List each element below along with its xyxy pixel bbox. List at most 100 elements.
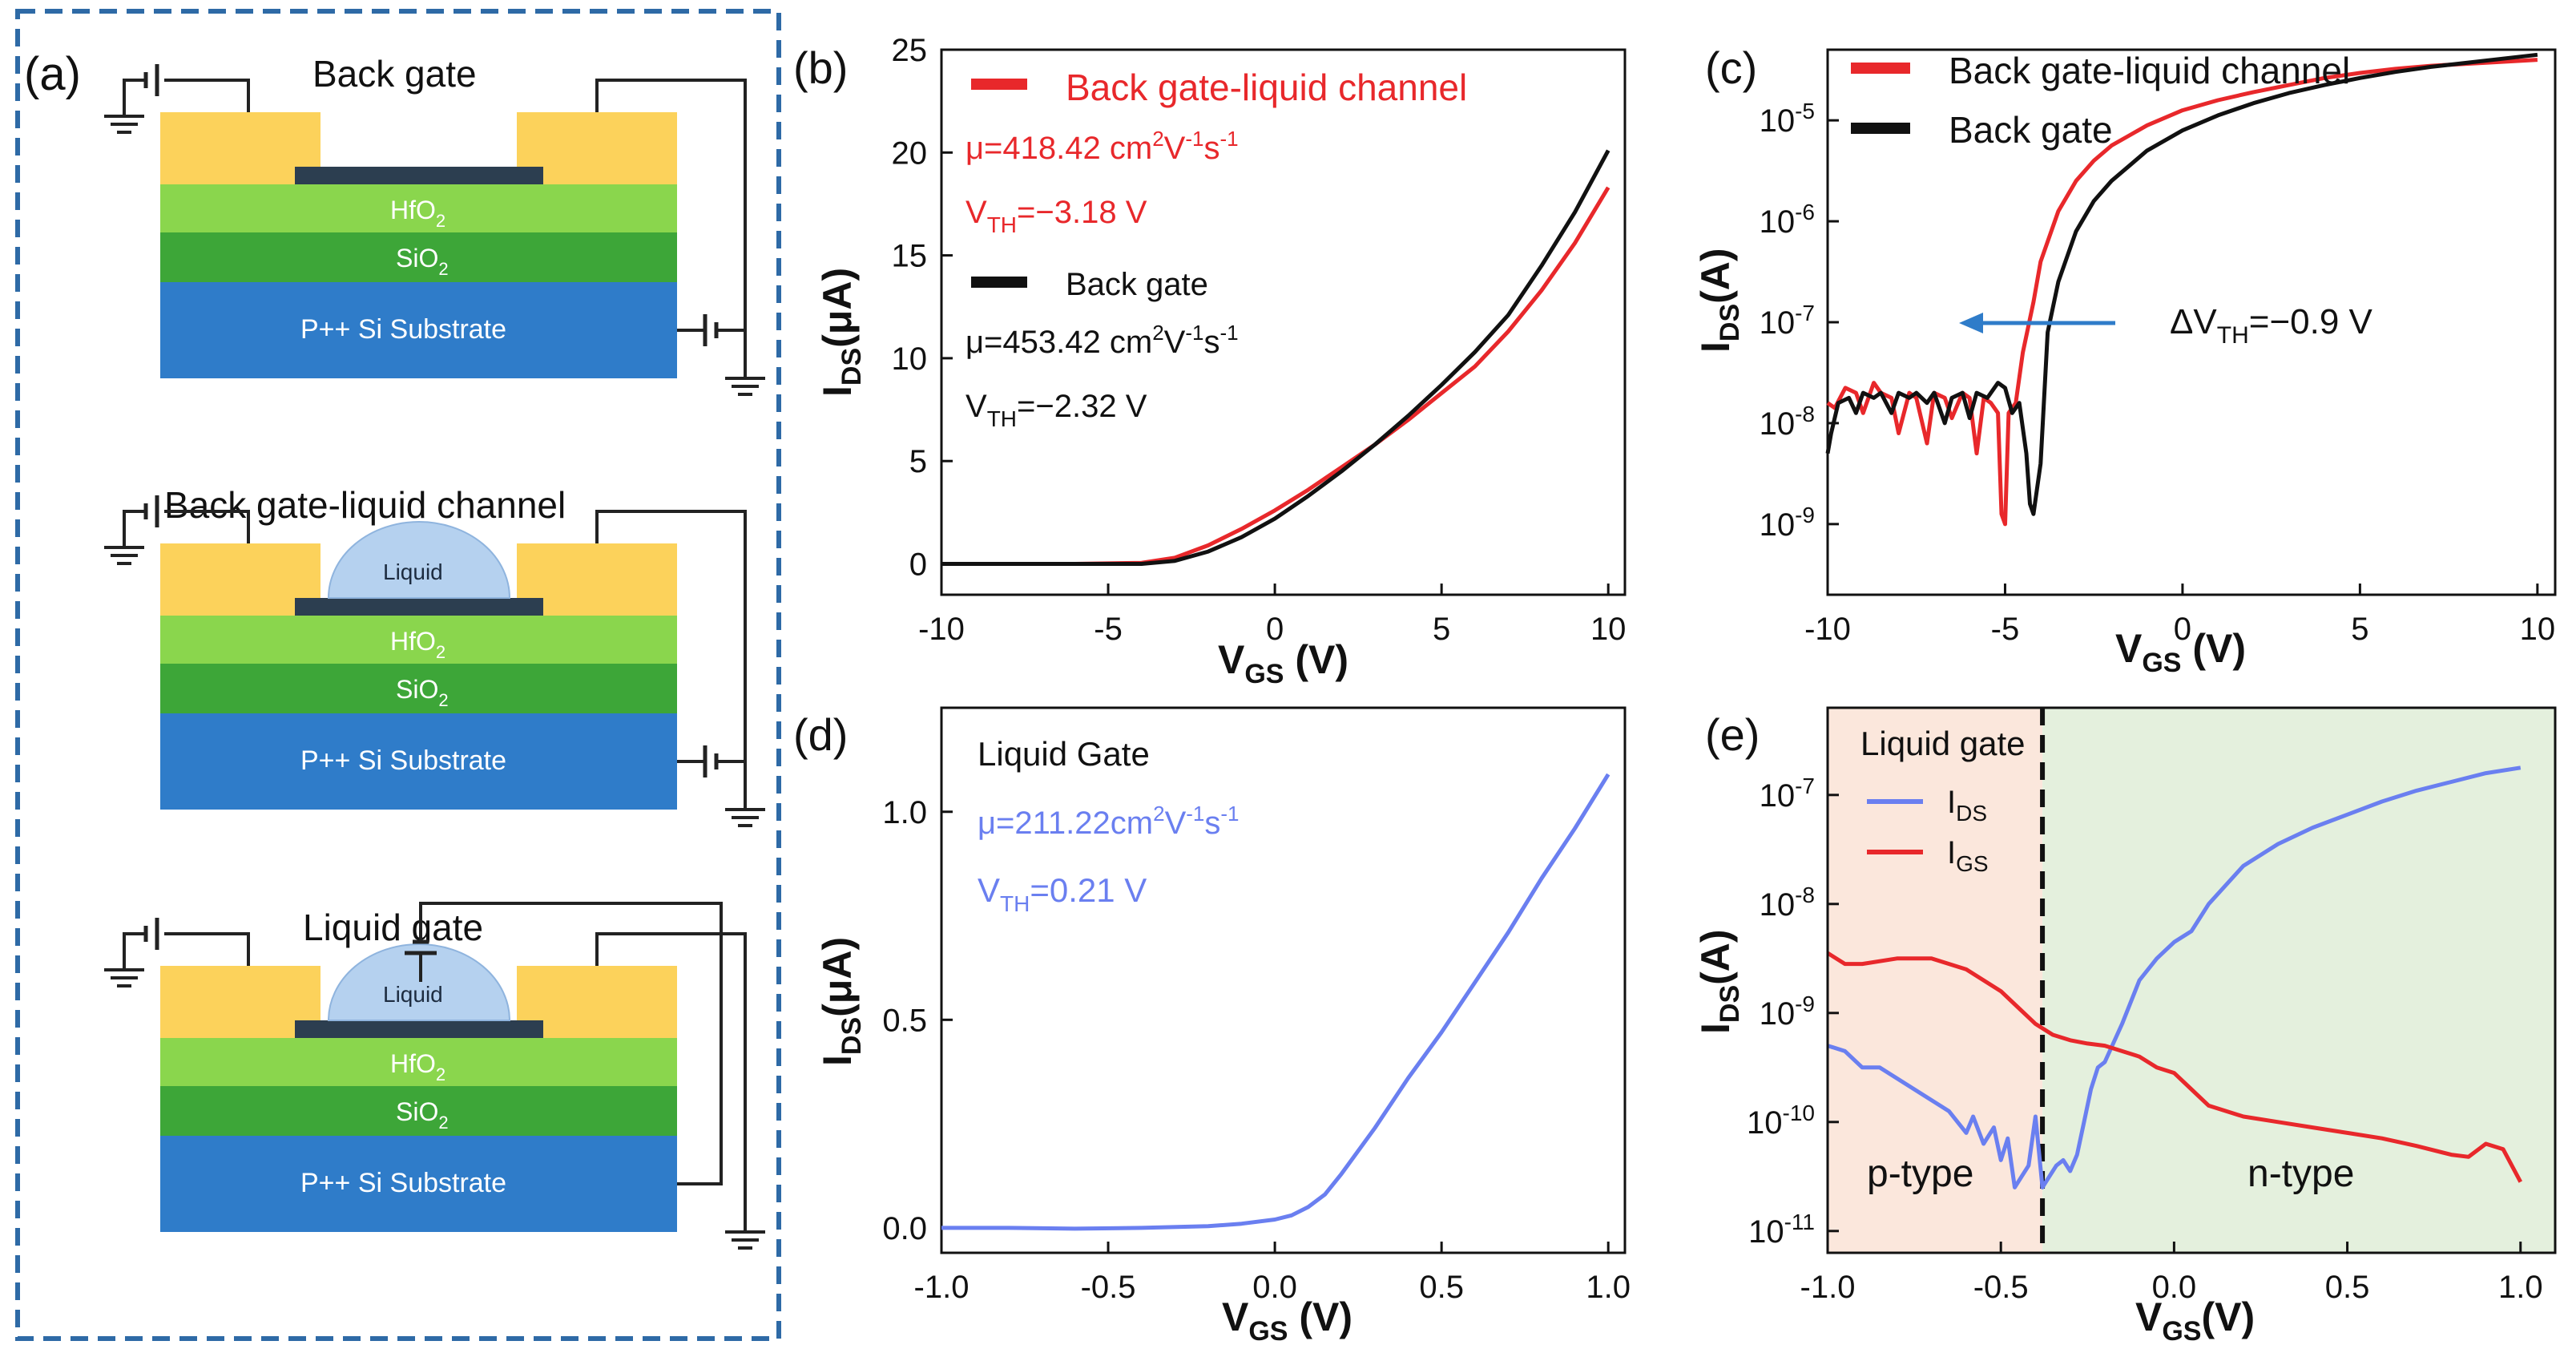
substrate-layer [160,282,677,378]
device-title: Back gate-liquid channel [164,484,566,526]
chart-d: -1.0 -0.5 0.0 0.5 1.0 0.0 0.5 1.0 Liquid Gate μ… [815,706,1631,1347]
liquid-droplet [327,943,511,1021]
chart-c: -10 -5 0 5 10 10-5 10-6 10-7 10-8 10-9 Back gate-… [1693,48,2557,678]
x-tick-label: -10 [1804,612,1851,647]
y-tick-label: 10-11 [1748,1210,1815,1250]
chart-e-legend-title: Liquid gate [1860,725,2026,762]
x-tick-label: -0.5 [1973,1270,2029,1305]
chart-d-title: Liquid Gate [978,735,1150,773]
n-type-region [2042,708,2555,1253]
sio2-layer [160,232,677,282]
chart-b: -10 -5 0 5 10 0 5 10 15 20 25 Back gate-liquid cha… [815,33,1627,689]
x-tick-label: 0.0 [1252,1270,1297,1305]
substrate-layer [160,1136,677,1232]
chart-c-series [1825,52,2538,527]
substrate-label: P++ Si Substrate [300,314,506,345]
y-tick-label: 15 [892,239,928,274]
chart-c-ticks: -10 -5 0 5 10 10-5 10-6 10-7 10-8 10-9 [1760,99,2556,647]
channel-layer [295,167,543,184]
y-tick-label: 0 [909,547,927,583]
source-wire [164,932,250,966]
drain-electrode [517,966,677,1042]
source-electrode [160,966,320,1042]
chart-d-xlabel: VGS (V) [1222,1294,1353,1347]
panel-c-label: (c) [1705,42,1757,93]
chart-b-xlabel: VGS (V) [1218,637,1348,689]
chart-d-ticks: -1.0 -0.5 0.0 0.5 1.0 0.0 0.5 1.0 [882,795,1631,1305]
device-title: Liquid gate [303,907,483,948]
chart-d-series [941,773,1611,1231]
x-tick-label: 1.0 [1586,1270,1631,1305]
chart-b-ylabel: IDS(μA) [815,268,867,397]
substrate-label: P++ Si Substrate [300,745,506,776]
x-tick-label: -10 [918,612,965,647]
chart-e-region-p: p-type [1867,1153,1973,1195]
chart-b-mu-red: μ=418.42 cm2V-1s-1 [965,127,1239,166]
panel-a-dashed-border [15,9,781,1341]
source-wire [164,510,250,543]
panel-d-label: (d) [793,709,848,760]
chart-b-mu-black: μ=453.42 cm2V-1s-1 [965,321,1239,360]
y-tick-label: 10-7 [1760,301,1815,341]
device-title: Back gate [312,53,477,95]
channel-layer [295,598,543,616]
x-tick-label: -0.5 [1081,1270,1136,1305]
chart-b-legend-red: Back gate-liquid channel [1066,67,1467,108]
drain-electrode [517,543,677,620]
chart-c-legend-black: Back gate [1949,109,2113,151]
panel-e-label: (e) [1705,709,1760,760]
y-tick-label: 10-8 [1760,882,1815,923]
y-tick-label: 10-9 [1760,992,1815,1032]
chart-b-legend-black: Back gate [1066,267,1208,302]
y-tick-label: 0.0 [882,1211,927,1246]
hfo2-layer [160,616,677,664]
drain-wire [595,79,747,377]
source-ground-wire [123,932,146,970]
series-line-ids [1827,765,2522,1189]
chart-c-legend-red: Back gate-liquid channel [1949,50,2350,91]
chart-c-ylabel: IDS(A) [1693,248,1745,353]
x-tick-label: -1.0 [1800,1270,1856,1305]
x-tick-label: -5 [1991,612,2020,647]
hfo2-layer [160,1038,677,1086]
panel-a-label: (a) [24,48,81,100]
y-tick-label: 10-5 [1760,99,1815,139]
chart-c-shift-arrowhead [1959,313,1983,333]
sio2-layer [160,664,677,713]
chart-b-series [941,149,1611,566]
chart-e-xlabel: VGS(V) [2135,1294,2255,1347]
drain-wire [595,932,747,1230]
source-ground-wire [123,510,146,547]
y-tick-label: 10-7 [1760,773,1815,814]
liquid-droplet [327,521,511,599]
chart-e-regions [1828,708,2555,1253]
y-tick-label: 10-6 [1760,200,1815,240]
series-line-liquid-gate [941,773,1611,1231]
y-tick-label: 0.5 [882,1003,927,1038]
chart-c-xlabel: VGS (V) [2115,626,2246,678]
x-tick-label: 5 [1433,612,1450,647]
chart-e-ticks: -1.0 -0.5 0.0 0.5 1.0 10-7 10-8 10-9 10-10 10-11 [1747,773,2543,1305]
liquid-gate-wire [419,902,723,1185]
chart-d-mu: μ=211.22cm2V-1s-1 [978,802,1240,841]
liquid-label: Liquid [383,982,443,1007]
series-line-back-gate-liquid-channel [941,186,1611,566]
y-tick-label: 1.0 [882,795,927,830]
x-tick-label: 5 [2351,612,2368,647]
source-ground-wire [123,79,146,116]
chart-c-delta-vth: ΔVTH=−0.9 V [2170,302,2373,349]
chart-b-frame [940,48,1627,596]
source-wire [164,79,250,112]
y-tick-label: 5 [909,444,927,479]
y-tick-label: 10-8 [1760,402,1815,442]
p-type-region [1828,708,2043,1253]
x-tick-label: 0.5 [1419,1270,1464,1305]
y-tick-label: 10-9 [1760,503,1815,543]
x-tick-label: -1.0 [914,1270,970,1305]
x-tick-label: 0 [1266,612,1284,647]
x-tick-label: 10 [2520,612,2556,647]
